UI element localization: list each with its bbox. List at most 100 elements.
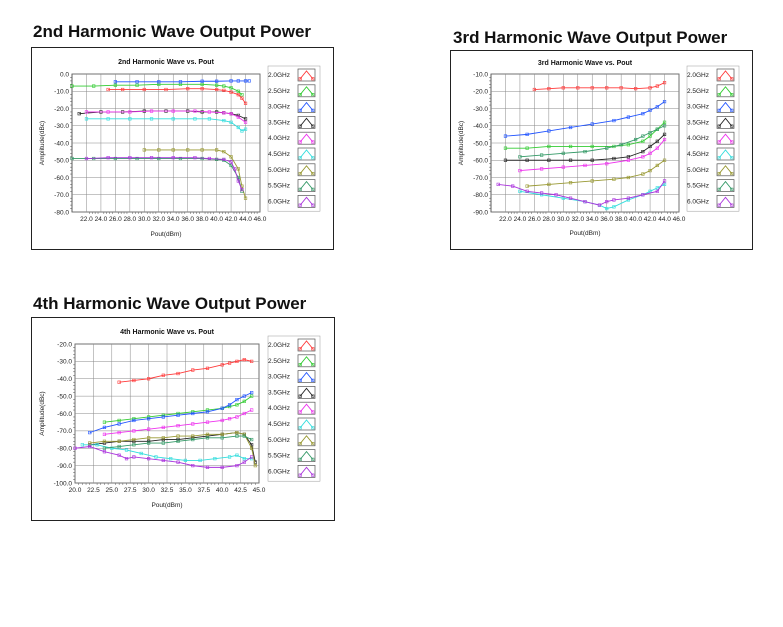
x-tick-label: 42.5 [234,487,247,494]
x-axis-label: Pout(dBm) [150,231,181,238]
y-tick-label: -50.0 [57,393,72,400]
x-tick-label: 22.5 [87,487,100,494]
data-point-3.5GHz [662,132,667,136]
data-point-2.0GHz [205,366,210,370]
x-tick-label: 40.0 [210,216,223,223]
y-tick-label: -80.0 [54,209,69,216]
x-tick-label: 24.0 [95,216,108,223]
y-tick-label: 0.0 [60,71,69,78]
data-point-6.0GHz [525,189,529,193]
data-point-5.0GHz [132,437,136,442]
data-point-4.0GHz [236,115,240,119]
data-point-3.0GHz [132,418,136,423]
legend-symbol [718,101,733,111]
data-point-3.5GHz [503,158,508,162]
data-point-3.0GHz [178,80,183,84]
legend-swatch [297,68,316,82]
legend-marker [311,203,315,207]
data-point-4.5GHz [655,186,659,190]
x-tick-label: 25.0 [105,487,118,494]
data-point-3.0GHz [250,391,254,395]
y-tick-label: -70.0 [473,175,488,182]
data-point-5.5GHz [641,134,645,138]
legend-label: 4.0GHz [687,135,709,142]
legend-label: 3.0GHz [268,374,290,381]
legend-marker [311,92,315,97]
series-line-5.0GHz [527,159,665,187]
series-line-3.0GHz [115,80,250,83]
data-point-5.5GHz [176,439,180,443]
data-point-5.0GHz [229,155,233,159]
data-point-4.0GHz [655,146,659,150]
data-point-4.0GHz [149,109,154,113]
data-point-4.0GHz [132,429,136,433]
legend-marker [311,473,315,477]
data-point-2.0GHz [229,90,233,94]
data-point-4.0GHz [117,431,121,435]
data-point-2.0GHz [142,87,146,92]
legend-marker [717,108,721,112]
data-point-5.0GHz [626,175,630,180]
x-tick-label: 40.0 [629,216,642,223]
legend-marker [298,187,302,191]
legend-label: 3.5GHz [268,119,290,126]
legend-marker [298,473,302,477]
series-line-3.5GHz [505,134,665,161]
legend-symbol [299,70,314,80]
legend-marker [730,77,734,81]
legend-label: 3.5GHz [268,389,290,396]
data-point-4.0GHz [102,432,107,436]
data-point-4.0GHz [193,109,197,113]
legend-symbol [299,196,314,206]
data-point-5.5GHz [619,143,623,147]
data-point-2.0GHz [634,87,638,91]
legend-label: 5.0GHz [268,437,290,444]
data-point-2.0GHz [243,101,248,105]
series-line-3.0GHz [505,101,665,137]
data-point-6.0GHz [655,189,659,193]
legend-label: 2.0GHz [687,72,709,79]
data-point-3.0GHz [191,411,195,416]
legend-marker [717,156,721,160]
data-point-2.5GHz [547,144,551,149]
data-point-3.0GHz [648,108,652,112]
legend-marker [298,203,302,207]
data-point-4.0GHz [626,158,630,162]
data-point-5.0GHz [243,196,248,200]
data-point-6.0GHz [233,167,237,171]
data-point-5.0GHz [525,184,529,188]
data-point-4.5GHz [612,205,616,209]
legend-swatch [716,116,735,129]
data-point-4.0GHz [561,165,565,169]
data-point-5.0GHz [612,177,616,181]
legend-label: 5.0GHz [687,167,709,174]
legend-symbol [299,371,314,381]
legend-swatch [297,84,316,98]
data-point-5.0GHz [235,431,239,435]
series-line-4.0GHz [519,139,665,172]
x-tick-label: 27.5 [124,487,137,494]
data-point-3.0GHz [88,431,92,435]
legend-label: 4.5GHz [268,421,290,428]
legend-swatch [297,163,316,177]
legend-marker [311,442,315,446]
data-point-4.5GHz [139,451,143,456]
data-point-3.5GHz [641,150,645,154]
y-tick-label: -90.0 [473,209,488,216]
legend-symbol [299,101,314,111]
legend-marker [298,457,302,461]
data-point-3.0GHz [102,425,107,429]
x-tick-label: 44.0 [658,216,671,223]
data-point-2.0GHz [655,84,659,88]
y-tick-label: -50.0 [473,140,488,147]
data-point-6.0GHz [626,196,630,200]
x-tick-label: 26.0 [528,216,541,223]
legend-marker [298,77,302,81]
legend-label: 4.5GHz [268,151,290,158]
legend-swatch [297,386,316,399]
data-point-2.0GHz [147,377,151,381]
y-tick-label: -50.0 [54,158,69,165]
legend-symbol [299,403,314,413]
legend-marker [311,362,315,367]
data-point-5.0GHz [176,434,180,438]
